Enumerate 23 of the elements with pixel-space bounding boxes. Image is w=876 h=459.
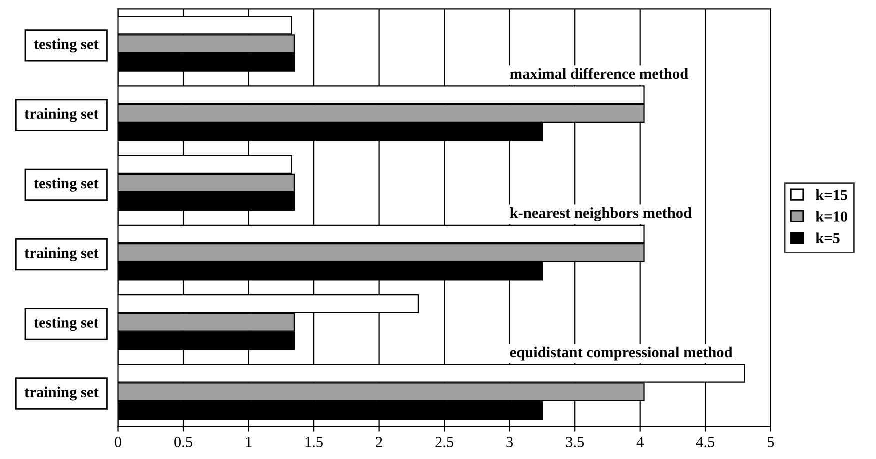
y-tick-label: training set bbox=[24, 108, 99, 122]
x-tick-label: 3 bbox=[506, 437, 514, 448]
y-tick-label: training set bbox=[24, 386, 99, 401]
x-tick-label: 2.5 bbox=[436, 437, 454, 448]
x-tick-label: 5 bbox=[768, 437, 774, 448]
y-tick-label: training set bbox=[24, 248, 99, 262]
x-tick-label: 4 bbox=[636, 437, 644, 448]
x-tick-label: 3.5 bbox=[566, 437, 584, 448]
x-tick-label: 0.5 bbox=[174, 437, 192, 448]
x-tick-label: 4.5 bbox=[696, 437, 715, 448]
legend-label: k=10 bbox=[816, 211, 848, 222]
x-tick-label: 1.5 bbox=[306, 437, 323, 448]
x-tick-label: 2 bbox=[376, 437, 382, 448]
y-tick-label: testing set bbox=[34, 178, 99, 192]
annotation: maximal difference method bbox=[510, 68, 688, 80]
legend-label: k=5 bbox=[816, 232, 840, 244]
annotation: equidistant compressional method bbox=[510, 346, 733, 361]
legend-label: k=15 bbox=[816, 190, 848, 200]
x-tick-label: 0 bbox=[115, 437, 122, 448]
y-tick-label: testing set bbox=[34, 317, 99, 332]
y-tick-label: testing set bbox=[34, 38, 99, 53]
x-tick-label: 1 bbox=[246, 437, 252, 448]
annotation: k-nearest neighbors method bbox=[510, 208, 692, 222]
